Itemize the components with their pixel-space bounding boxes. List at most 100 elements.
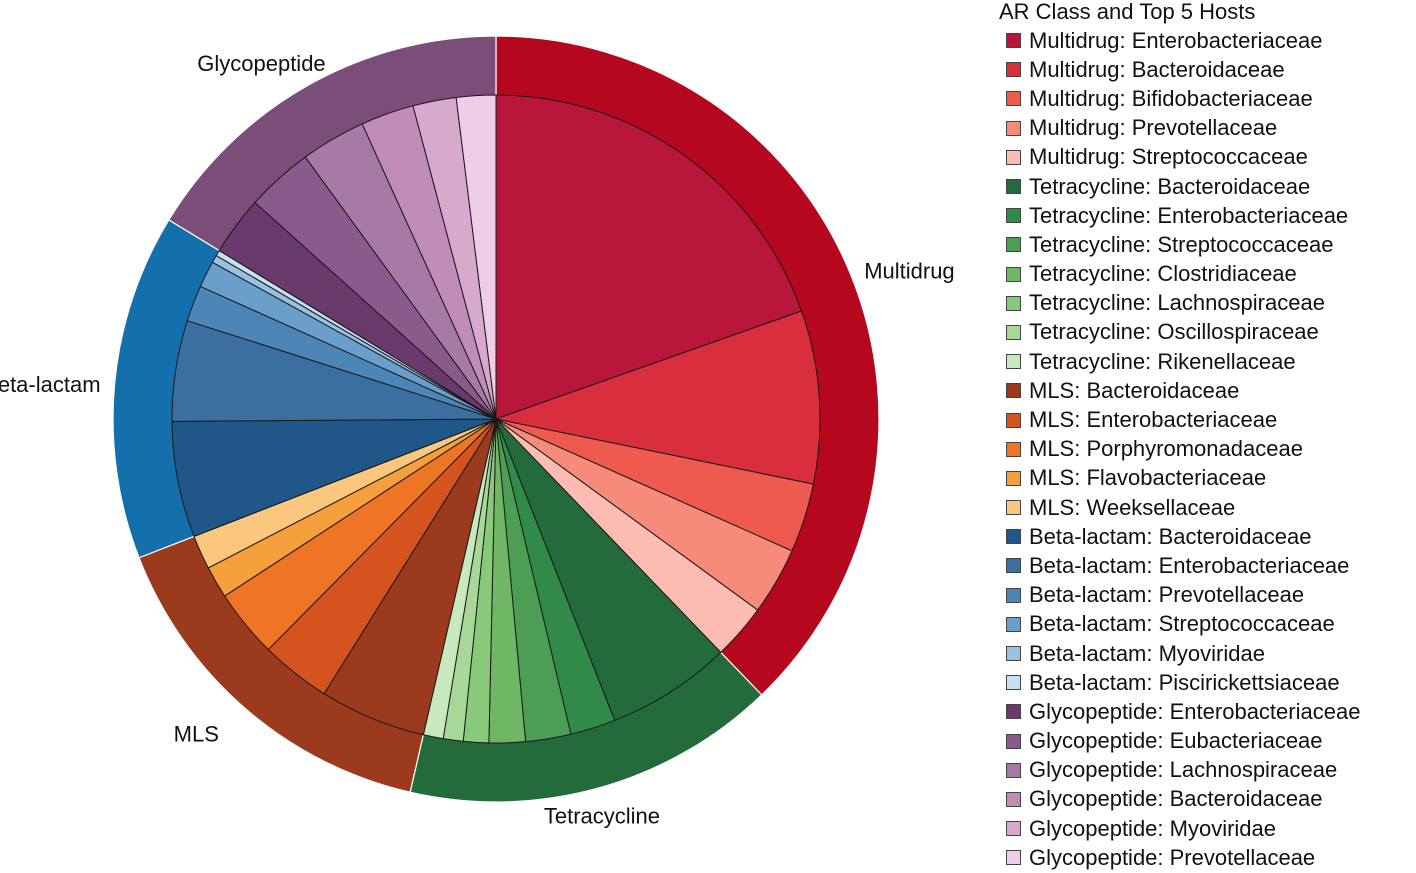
legend-item-tetracycline-bacteroidaceae: Tetracycline: Bacteroidaceae bbox=[998, 172, 1416, 201]
legend-label: Tetracycline: Streptococcaceae bbox=[1029, 231, 1334, 257]
legend-swatch bbox=[1006, 675, 1021, 691]
legend-item-tetracycline-oscillospiraceae: Tetracycline: Oscillospiraceae bbox=[998, 318, 1416, 347]
class-label-beta-lactam: Beta-lactam bbox=[0, 372, 101, 397]
legend-swatch bbox=[1006, 383, 1021, 399]
legend-label: Tetracycline: Enterobacteriaceae bbox=[1029, 202, 1349, 228]
class-label-multidrug: Multidrug bbox=[864, 259, 954, 284]
legend-item-mls-weeksellaceae: MLS: Weeksellaceae bbox=[998, 493, 1416, 522]
class-labels: Multidrug Tetracycline MLS Beta-lactam Glyco… bbox=[0, 51, 955, 829]
class-label-mls: MLS bbox=[174, 721, 219, 746]
legend-swatch bbox=[1006, 500, 1021, 516]
legend-item-tetracycline-clostridiaceae: Tetracycline: Clostridiaceae bbox=[998, 260, 1416, 289]
legend-swatch bbox=[1006, 91, 1021, 107]
legend-swatch bbox=[1006, 704, 1021, 720]
legend-item-beta-lactam-bacteroidaceae: Beta-lactam: Bacteroidaceae bbox=[998, 522, 1416, 551]
legend: AR Class and Top 5 Hosts Multidrug: Ente… bbox=[998, 0, 1416, 872]
legend-label: Tetracycline: Oscillospiraceae bbox=[1029, 319, 1319, 345]
legend-swatch bbox=[1006, 587, 1021, 603]
legend-swatch bbox=[1006, 237, 1021, 253]
legend-swatch bbox=[1006, 412, 1021, 428]
legend-swatch bbox=[1006, 850, 1021, 866]
class-label-glycopeptide: Glycopeptide bbox=[197, 51, 325, 76]
legend-swatch bbox=[1006, 733, 1021, 749]
legend-label: Tetracycline: Bacteroidaceae bbox=[1029, 173, 1311, 199]
host-slice-multidrug-enterobacteriaceae bbox=[495, 94, 803, 420]
legend-label: Multidrug: Prevotellaceae bbox=[1029, 115, 1278, 141]
legend-item-beta-lactam-enterobacteriaceae: Beta-lactam: Enterobacteriaceae bbox=[998, 551, 1416, 580]
legend-item-multidrug-prevotellaceae: Multidrug: Prevotellaceae bbox=[998, 114, 1416, 143]
legend-swatch bbox=[1006, 791, 1021, 807]
nested-pie-chart: Multidrug Tetracycline MLS Beta-lactam Glyco… bbox=[0, 35, 955, 829]
legend-swatch bbox=[1006, 179, 1021, 195]
legend-label: Beta-lactam: Myoviridae bbox=[1029, 640, 1265, 666]
host-slice-glycopeptide-prevotellaceae bbox=[455, 94, 497, 420]
legend-swatch bbox=[1006, 354, 1021, 370]
legend-label: Tetracycline: Lachnospiraceae bbox=[1029, 290, 1325, 316]
legend-item-tetracycline-enterobacteriaceae: Tetracycline: Enterobacteriaceae bbox=[998, 201, 1416, 230]
legend-swatch bbox=[1006, 762, 1021, 778]
legend-label: Tetracycline: Rikenellaceae bbox=[1029, 348, 1296, 374]
legend-swatch bbox=[1006, 646, 1021, 662]
legend-item-glycopeptide-prevotellaceae: Glycopeptide: Prevotellaceae bbox=[998, 843, 1416, 872]
legend-item-tetracycline-streptococcaceae: Tetracycline: Streptococcaceae bbox=[998, 230, 1416, 259]
legend-label: Beta-lactam: Streptococcaceae bbox=[1029, 611, 1335, 637]
legend-items: Multidrug: Enterobacteriaceae Multidrug: … bbox=[998, 26, 1416, 872]
legend-swatch bbox=[1006, 324, 1021, 340]
legend-swatch bbox=[1006, 441, 1021, 457]
legend-swatch bbox=[1006, 120, 1021, 136]
legend-label: Glycopeptide: Prevotellaceae bbox=[1029, 844, 1316, 870]
legend-label: Beta-lactam: Enterobacteriaceae bbox=[1029, 552, 1350, 578]
legend-swatch bbox=[1006, 821, 1021, 837]
legend-item-beta-lactam-piscirickettsiaceae: Beta-lactam: Piscirickettsiaceae bbox=[998, 668, 1416, 697]
legend-label: Glycopeptide: Eubacteriaceae bbox=[1029, 728, 1323, 754]
host-pie bbox=[171, 94, 821, 744]
legend-title: AR Class and Top 5 Hosts bbox=[999, 0, 1256, 24]
legend-label: Multidrug: Enterobacteriaceae bbox=[1029, 27, 1323, 53]
legend-item-beta-lactam-streptococcaceae: Beta-lactam: Streptococcaceae bbox=[998, 610, 1416, 639]
legend-label: MLS: Enterobacteriaceae bbox=[1029, 407, 1278, 433]
legend-label: Glycopeptide: Bacteroidaceae bbox=[1029, 786, 1323, 812]
legend-item-glycopeptide-enterobacteriaceae: Glycopeptide: Enterobacteriaceae bbox=[998, 697, 1416, 726]
legend-label: Glycopeptide: Myoviridae bbox=[1029, 815, 1277, 841]
class-label-tetracycline: Tetracycline bbox=[544, 804, 660, 829]
legend-item-multidrug-bifidobacteriaceae: Multidrug: Bifidobacteriaceae bbox=[998, 84, 1416, 113]
legend-label: Multidrug: Streptococcaceae bbox=[1029, 144, 1308, 170]
legend-item-mls-enterobacteriaceae: MLS: Enterobacteriaceae bbox=[998, 405, 1416, 434]
legend-label: Glycopeptide: Enterobacteriaceae bbox=[1029, 698, 1361, 724]
host-slice-multidrug-bacteroidaceae bbox=[494, 310, 821, 485]
legend-label: Beta-lactam: Prevotellaceae bbox=[1029, 582, 1305, 608]
legend-item-glycopeptide-bacteroidaceae: Glycopeptide: Bacteroidaceae bbox=[998, 785, 1416, 814]
legend-item-tetracycline-rikenellaceae: Tetracycline: Rikenellaceae bbox=[998, 347, 1416, 376]
legend-swatch bbox=[1006, 529, 1021, 545]
legend-swatch bbox=[1006, 470, 1021, 486]
legend-label: Multidrug: Bacteroidaceae bbox=[1029, 56, 1285, 82]
legend-item-multidrug-bacteroidaceae: Multidrug: Bacteroidaceae bbox=[998, 55, 1416, 84]
legend-item-glycopeptide-lachnospiraceae: Glycopeptide: Lachnospiraceae bbox=[998, 756, 1416, 785]
legend-swatch bbox=[1006, 33, 1021, 49]
legend-swatch bbox=[1006, 558, 1021, 574]
legend-swatch bbox=[1006, 295, 1021, 311]
legend-label: MLS: Weeksellaceae bbox=[1029, 494, 1236, 520]
legend-label: Multidrug: Bifidobacteriaceae bbox=[1029, 85, 1313, 111]
legend-item-tetracycline-lachnospiraceae: Tetracycline: Lachnospiraceae bbox=[998, 289, 1416, 318]
legend-item-glycopeptide-myoviridae: Glycopeptide: Myoviridae bbox=[998, 814, 1416, 843]
legend-item-beta-lactam-prevotellaceae: Beta-lactam: Prevotellaceae bbox=[998, 581, 1416, 610]
legend-swatch bbox=[1006, 616, 1021, 632]
legend-item-beta-lactam-myoviridae: Beta-lactam: Myoviridae bbox=[998, 639, 1416, 668]
legend-label: MLS: Flavobacteriaceae bbox=[1029, 465, 1267, 491]
legend-label: MLS: Bacteroidaceae bbox=[1029, 377, 1240, 403]
legend-item-mls-porphyromonadaceae: MLS: Porphyromonadaceae bbox=[998, 435, 1416, 464]
legend-item-multidrug-streptococcaceae: Multidrug: Streptococcaceae bbox=[998, 143, 1416, 172]
legend-label: MLS: Porphyromonadaceae bbox=[1029, 436, 1303, 462]
legend-label: Tetracycline: Clostridiaceae bbox=[1029, 261, 1297, 287]
legend-label: Glycopeptide: Lachnospiraceae bbox=[1029, 757, 1338, 783]
legend-swatch bbox=[1006, 208, 1021, 224]
legend-swatch bbox=[1006, 149, 1021, 165]
legend-swatch bbox=[1006, 266, 1021, 282]
legend-item-glycopeptide-eubacteriaceae: Glycopeptide: Eubacteriaceae bbox=[998, 727, 1416, 756]
legend-item-multidrug-enterobacteriaceae: Multidrug: Enterobacteriaceae bbox=[998, 26, 1416, 55]
legend-swatch bbox=[1006, 62, 1021, 78]
legend-label: Beta-lactam: Bacteroidaceae bbox=[1029, 523, 1312, 549]
legend-label: Beta-lactam: Piscirickettsiaceae bbox=[1029, 669, 1340, 695]
host-slice-tetracycline-bacteroidaceae bbox=[495, 418, 722, 722]
